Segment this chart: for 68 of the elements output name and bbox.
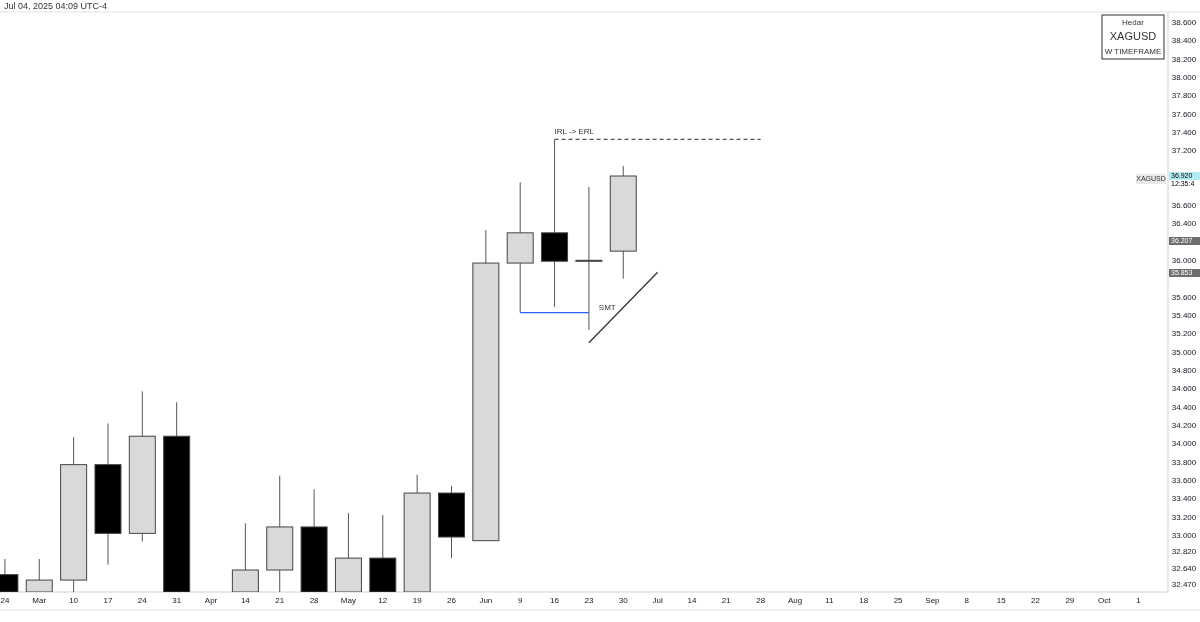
x-tick-label: 12 (378, 596, 388, 605)
x-tick-label: 21 (275, 596, 285, 605)
y-tick-label: 35.600 (1171, 292, 1197, 302)
y-tick-label: 34.600 (1171, 384, 1197, 394)
y-tick-label: 37.600 (1171, 109, 1197, 119)
x-tick-label: 28 (756, 596, 766, 605)
x-tick-label: 9 (517, 596, 523, 605)
y-tick-label: 37.400 (1171, 127, 1197, 137)
y-tick-label: 36.400 (1171, 219, 1197, 229)
y-tick-label: 32.470 (1171, 579, 1197, 589)
x-tick-label: 22 (1031, 596, 1041, 605)
annotation: Hedar (1122, 18, 1145, 27)
annotation: IRL -> ERL (554, 127, 595, 137)
y-tick-label: 35.000 (1171, 347, 1197, 357)
y-tick-label: 38.600 (1171, 17, 1197, 27)
x-tick-label: 29 (1065, 596, 1075, 605)
x-tick-label: 31 (172, 596, 182, 605)
x-tick-label: Apr (204, 596, 218, 605)
y-tick-label: 33.400 (1171, 494, 1197, 504)
y-tick-label: 37.200 (1171, 146, 1197, 156)
y-tick-label: 37.800 (1171, 91, 1197, 101)
y-tick-label: 33.600 (1171, 476, 1197, 486)
text: W TIMEFRAME (1104, 47, 1162, 56)
x-tick-label: 8 (964, 596, 970, 605)
x-tick-label: Oct (1097, 596, 1112, 605)
x-tick-label: 24 (137, 596, 148, 605)
x-tick-label: 19 (412, 596, 423, 605)
y-tick-label: 36.000 (1171, 256, 1197, 266)
x-tick-label: Jul (652, 596, 663, 605)
annotation: SMT (598, 303, 616, 313)
x-tick-label: May (340, 596, 356, 605)
x-tick-label: 28 (309, 596, 320, 605)
y-tick-label: 38.200 (1171, 54, 1197, 64)
x-tick-label: Mar (32, 596, 47, 605)
x-tick-label: 14 (240, 596, 251, 605)
y-tick-label: 32.640 (1171, 563, 1197, 573)
x-tick-label: 10 (69, 596, 79, 605)
x-tick-label: Sep (925, 596, 941, 605)
x-tick-label: 21 (721, 596, 732, 605)
x-tick-label: 25 (893, 596, 904, 605)
y-tick-label: 32.820 (1171, 547, 1197, 557)
x-tick-label: Jun (479, 596, 493, 605)
y-tick-label: 35.200 (1171, 329, 1197, 339)
x-tick-label: Aug (787, 596, 803, 605)
x-tick-label: 16 (550, 596, 560, 605)
y-tick-label: 33.000 (1171, 530, 1197, 540)
y-tick-label: 34.200 (1171, 421, 1197, 431)
x-tick-label: 23 (584, 596, 594, 605)
x-tick-label: 18 (859, 596, 869, 605)
y-tick-label: 35.400 (1171, 311, 1197, 321)
y-tick-label: 34.800 (1171, 366, 1197, 376)
y-tick-label: 38.400 (1171, 36, 1197, 46)
y-tick-label: 33.800 (1171, 457, 1197, 467)
y-tick-label: 34.400 (1171, 402, 1197, 412)
y-tick-label: 38.000 (1171, 72, 1197, 82)
y-tick-label: 33.200 (1171, 512, 1197, 522)
y-tick-label: 36.600 (1171, 201, 1197, 211)
x-tick-label: 30 (618, 596, 629, 605)
x-tick-label: 11 (825, 596, 835, 605)
text: XAGUSD (1109, 30, 1157, 42)
y-tick-label: 34.000 (1171, 439, 1197, 449)
x-tick-label: 26 (447, 596, 457, 605)
x-tick-label: 1 (1136, 596, 1142, 605)
x-tick-label: 17 (103, 596, 113, 605)
x-tick-label: 14 (687, 596, 697, 605)
x-tick-label: 15 (996, 596, 1007, 605)
text: Jul 04, 2025 04:09 UTC-4 (4, 1, 108, 11)
x-tick-label: 24 (0, 596, 10, 605)
